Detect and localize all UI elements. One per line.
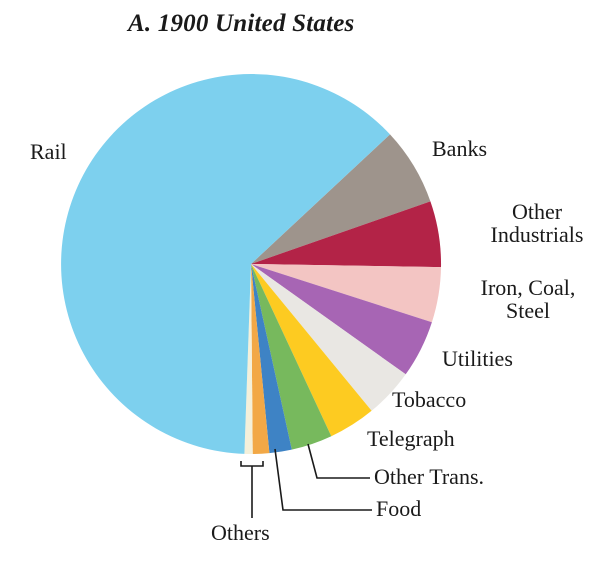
tobacco-label: Tobacco	[392, 387, 467, 412]
food-label: Food	[376, 496, 422, 521]
chart-title: A. 1900 United States	[128, 10, 355, 37]
pie-slice-other-trans	[251, 264, 332, 450]
leader-lines-group	[240, 443, 372, 518]
pie-slice-other-industrials	[251, 201, 442, 268]
food-leader-line	[274, 448, 372, 511]
other-trans-label: Other Trans.	[374, 464, 485, 489]
pie-slice-telegraph	[251, 264, 372, 437]
pie-slice-others-cream	[244, 264, 253, 455]
others-label: Others	[211, 520, 270, 545]
iron-coal-steel-label: Iron, Coal, Steel	[480, 275, 576, 323]
telegraph-label: Telegraph	[367, 426, 455, 451]
pie-slice-rail	[61, 74, 390, 454]
pie-slice-tobacco	[251, 264, 406, 411]
pie-slice-iron-coal-steel	[251, 264, 441, 323]
pie-slice-others-orange	[251, 264, 270, 454]
other-trans-leader-line	[307, 443, 370, 479]
pie-slice-banks	[251, 134, 431, 264]
other-industrials-label: Other Industrials	[490, 199, 584, 247]
utilities-label: Utilities	[442, 346, 513, 371]
banks-label: Banks	[432, 136, 487, 161]
rail-label: Rail	[30, 139, 67, 164]
pie-slice-utilities	[251, 264, 432, 375]
pie-slices-group	[61, 74, 442, 455]
pie-slice-food	[251, 264, 292, 454]
others-bracket-line	[240, 461, 264, 518]
